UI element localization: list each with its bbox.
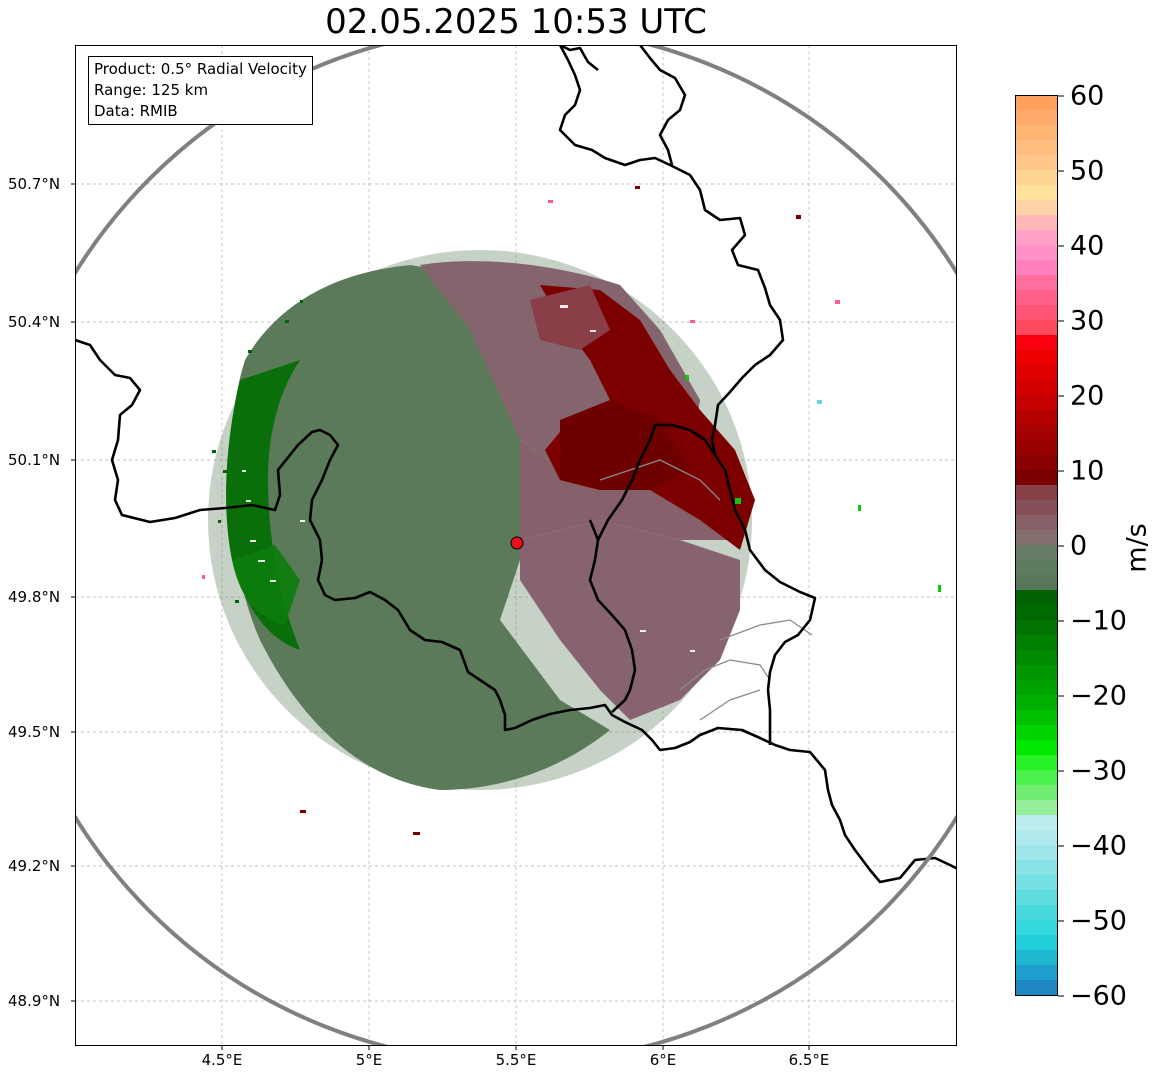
lon-label: 5.5°E [495, 1051, 537, 1069]
lat-label: 50.7°N [8, 175, 61, 193]
colorbar-tick-label: −10 [1070, 605, 1127, 637]
colorbar-tick-label: 10 [1070, 455, 1105, 487]
colorbar-tick-label: 0 [1070, 530, 1088, 562]
colorbar-tick-label: −60 [1070, 980, 1127, 1012]
lat-label: 49.2°N [8, 857, 61, 875]
province-borders [599, 459, 813, 721]
colorbar-tick-label: 60 [1070, 80, 1105, 112]
colorbar-unit-label: m/s [1121, 523, 1153, 573]
range-label: Range: 125 km [94, 81, 209, 99]
lat-label: 49.8°N [8, 588, 61, 606]
colorbar-tick-label: −20 [1070, 680, 1127, 712]
product-label: Product: 0.5° Radial Velocity [94, 60, 307, 78]
colorbar [1015, 95, 1064, 997]
colorbar-tick-label: 30 [1070, 305, 1105, 337]
lat-label: 48.9°N [8, 992, 61, 1010]
lat-ticks [71, 183, 75, 1002]
map-axes-frame [75, 45, 957, 1046]
lat-label: 50.1°N [8, 451, 61, 469]
lon-label: 5°E [355, 1051, 383, 1069]
colorbar-tick-label: −50 [1070, 905, 1127, 937]
product-info-box: Product: 0.5° Radial Velocity Range: 125… [88, 56, 313, 125]
country-borders [75, 45, 957, 884]
colorbar-tick-label: 40 [1070, 230, 1105, 262]
radar-velocity-field [202, 186, 941, 835]
colorbar-tick-label: 20 [1070, 380, 1105, 412]
lat-label: 49.5°N [8, 723, 61, 741]
data-source-label: Data: RMIB [94, 102, 178, 120]
radar-site-marker[interactable] [510, 536, 524, 550]
lon-label: 4.5°E [201, 1051, 243, 1069]
lon-label: 6°E [649, 1051, 677, 1069]
colorbar-tick-label: 50 [1070, 155, 1105, 187]
lon-label: 6.5°E [788, 1051, 830, 1069]
lon-ticks [221, 1046, 810, 1050]
colorbar-tick-label: −30 [1070, 755, 1127, 787]
map-title: 02.05.2025 10:53 UTC [325, 2, 707, 42]
colorbar-tick-label: −40 [1070, 830, 1127, 862]
lat-label: 50.4°N [8, 313, 61, 331]
cyan-speckle [817, 400, 822, 404]
